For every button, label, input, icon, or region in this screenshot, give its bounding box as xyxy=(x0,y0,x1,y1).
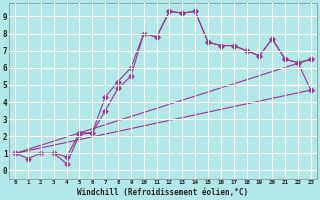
X-axis label: Windchill (Refroidissement éolien,°C): Windchill (Refroidissement éolien,°C) xyxy=(77,188,249,197)
